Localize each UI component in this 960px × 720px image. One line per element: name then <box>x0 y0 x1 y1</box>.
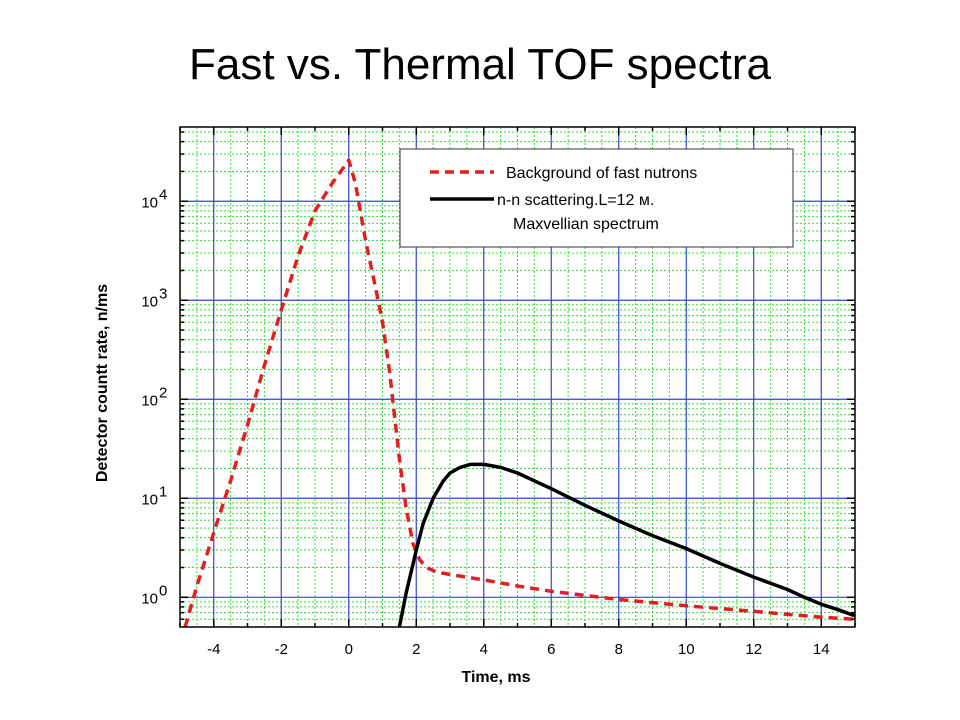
slide-title: Fast vs. Thermal TOF spectra <box>189 40 771 89</box>
x-tick-label: 0 <box>345 641 353 658</box>
x-tick-label: -4 <box>207 641 220 658</box>
y-tick-label-base: 10 <box>141 590 158 607</box>
x-tick-label: 6 <box>547 641 555 658</box>
x-tick-label: 2 <box>412 641 420 658</box>
y-tick-label-base: 10 <box>141 194 158 211</box>
y-tick-label-exp: 4 <box>159 186 167 203</box>
x-tick-label: 8 <box>615 641 623 658</box>
legend: Background of fast nutrons n-n scatterin… <box>399 148 794 248</box>
y-tick-label-exp: 1 <box>159 483 167 500</box>
series-fast-background <box>183 158 855 627</box>
x-tick-label: 12 <box>745 641 762 658</box>
y-tick-label-exp: 2 <box>159 384 167 401</box>
x-tick-label: 10 <box>678 641 695 658</box>
x-tick-label: -2 <box>275 641 288 658</box>
legend-label-thermal: n-n scattering.L=12 м. <box>497 192 654 209</box>
series-thermal-scattering <box>397 462 855 627</box>
legend-label-thermal-line2: Maxvellian spectrum <box>513 216 659 233</box>
axis-ticks <box>179 127 856 627</box>
y-tick-label-base: 10 <box>141 392 158 409</box>
y-axis-title: Detector countt rate, n/ms <box>94 284 111 482</box>
x-tick-label: 14 <box>813 641 830 658</box>
y-tick-label-exp: 3 <box>159 285 167 302</box>
x-axis-title: Time, ms <box>461 669 530 686</box>
legend-label-fast: Background of fast nutrons <box>506 165 697 182</box>
x-tick-label: 4 <box>480 641 488 658</box>
y-tick-label-exp: 0 <box>159 582 167 599</box>
y-tick-label-base: 10 <box>141 293 158 310</box>
series-layer <box>183 158 855 627</box>
y-tick-label-base: 10 <box>141 491 158 508</box>
x-tick-labels: -4 -2 0 2 4 6 8 10 12 14 <box>207 641 830 658</box>
